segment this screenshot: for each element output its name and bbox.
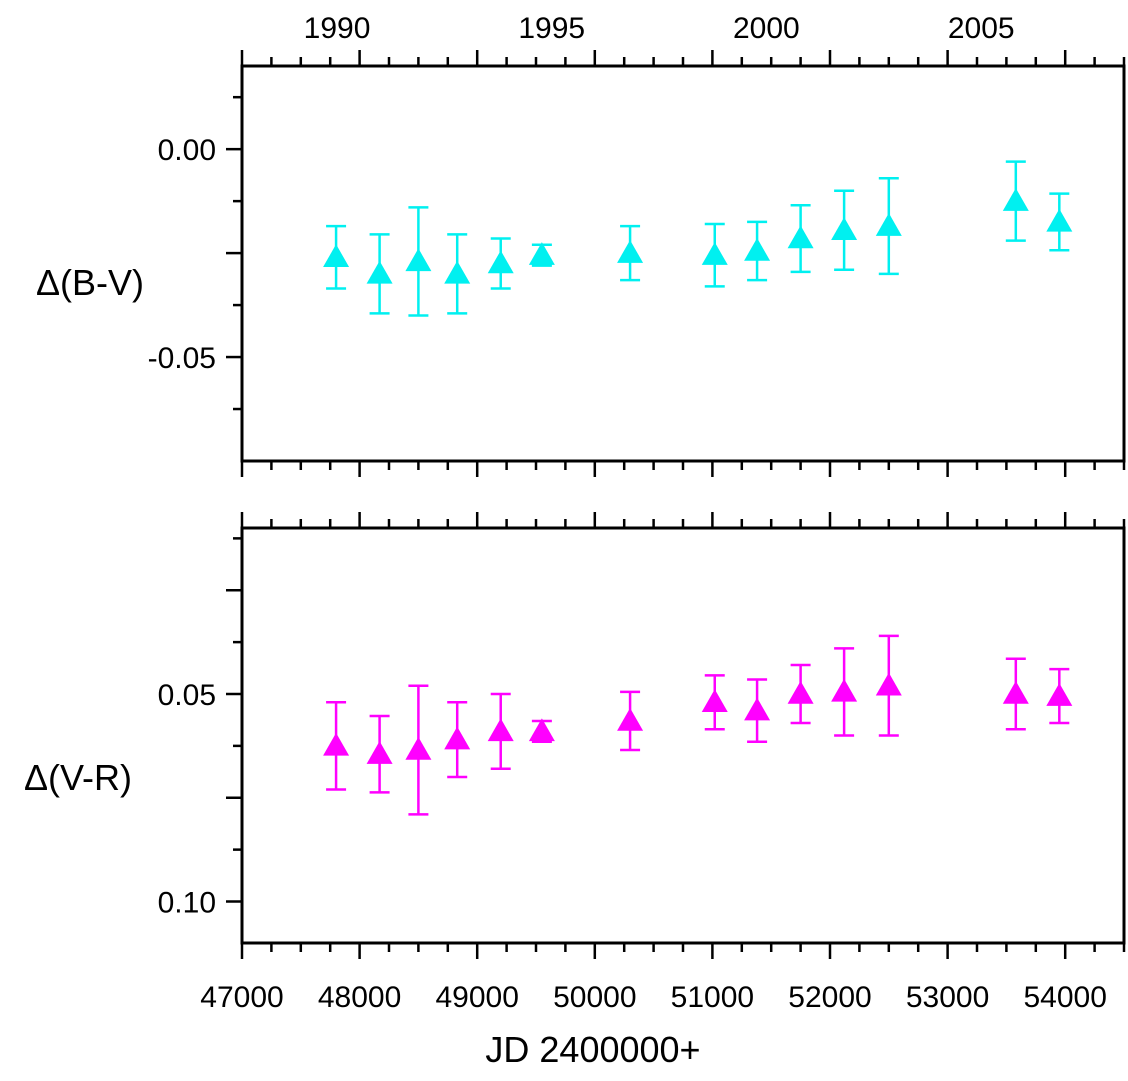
triangle-marker: [1002, 681, 1029, 704]
data-point: [831, 647, 858, 737]
data-point: [405, 206, 432, 317]
data-point: [787, 204, 814, 274]
triangle-marker: [787, 681, 814, 704]
triangle-marker: [787, 225, 814, 249]
data-point: [1046, 667, 1073, 725]
triangle-marker: [617, 240, 644, 263]
top-year-label: 2005: [948, 12, 1015, 45]
x-axis-title: JD 2400000+: [485, 1029, 700, 1070]
triangle-marker: [701, 689, 728, 713]
triangle-marker: [744, 697, 771, 721]
triangle-marker: [487, 718, 514, 742]
plot-frame: [240, 526, 1126, 945]
y-tick-label: 0.00: [158, 134, 216, 167]
data-point: [744, 220, 771, 282]
data-point: [444, 233, 471, 315]
triangle-marker: [744, 238, 771, 261]
triangle-marker: [487, 250, 514, 274]
triangle-marker: [528, 718, 555, 742]
data-point: [744, 678, 771, 743]
triangle-marker: [444, 260, 471, 284]
data-point: [487, 692, 514, 770]
x-tick-label: 51000: [671, 981, 754, 1014]
data-point: [831, 189, 858, 271]
x-tick-label: 50000: [553, 981, 636, 1014]
vr-panel: 0.05 0.10 Δ(V-R) 47000 48000 49000 50000 51000 5…: [24, 512, 1126, 1070]
triangle-marker: [405, 737, 432, 760]
y-tick-label: 0.10: [158, 887, 216, 920]
data-point: [323, 224, 350, 290]
triangle-marker: [875, 213, 902, 236]
data-point: [1002, 160, 1029, 242]
top-year-label: 1990: [304, 12, 371, 45]
triangle-marker: [1046, 683, 1073, 706]
triangle-marker: [323, 244, 350, 268]
y-tick-label: 0.05: [158, 679, 216, 712]
data-point: [528, 242, 555, 267]
bv-panel: -0.05 0.00 Δ(B-V) 1990 1995 2000 2005: [36, 12, 1126, 477]
triangle-marker: [875, 672, 902, 696]
data-point: [875, 177, 902, 276]
triangle-marker: [366, 260, 393, 284]
triangle-marker: [323, 732, 350, 756]
data-point: [617, 224, 644, 282]
y-axis-title: Δ(B-V): [36, 262, 144, 303]
data-point: [528, 718, 555, 743]
plot-frame: [240, 64, 1126, 463]
data-point: [366, 714, 393, 794]
data-point: [487, 237, 514, 290]
data-point: [323, 701, 350, 791]
triangle-marker: [528, 242, 555, 265]
data-point: [366, 233, 393, 315]
triangle-marker: [1002, 188, 1029, 211]
x-tick-label: 49000: [435, 981, 518, 1014]
data-point: [701, 674, 728, 731]
data-point: [787, 663, 814, 725]
x-tick-label: 53000: [906, 981, 989, 1014]
data-point: [444, 701, 471, 779]
triangle-marker: [444, 726, 471, 750]
triangle-marker: [831, 678, 858, 702]
data-point: [701, 222, 728, 288]
x-tick-label: 54000: [1023, 981, 1106, 1014]
triangle-marker: [1046, 208, 1073, 232]
x-tick-label: 47000: [200, 981, 283, 1014]
triangle-marker: [617, 707, 644, 731]
data-point: [1002, 657, 1029, 731]
data-point: [405, 684, 432, 816]
triangle-marker: [366, 741, 393, 764]
data-point: [875, 634, 902, 737]
triangle-marker: [831, 217, 858, 240]
data-point: [1046, 192, 1073, 252]
y-axis-title: Δ(V-R): [24, 757, 132, 798]
top-year-label: 2000: [733, 12, 800, 45]
top-year-label: 1995: [518, 12, 585, 45]
x-tick-label: 52000: [788, 981, 871, 1014]
y-tick-label: -0.05: [148, 342, 216, 375]
triangle-marker: [405, 248, 432, 272]
data-point: [617, 690, 644, 752]
triangle-marker: [701, 242, 728, 265]
x-tick-label: 48000: [318, 981, 401, 1014]
